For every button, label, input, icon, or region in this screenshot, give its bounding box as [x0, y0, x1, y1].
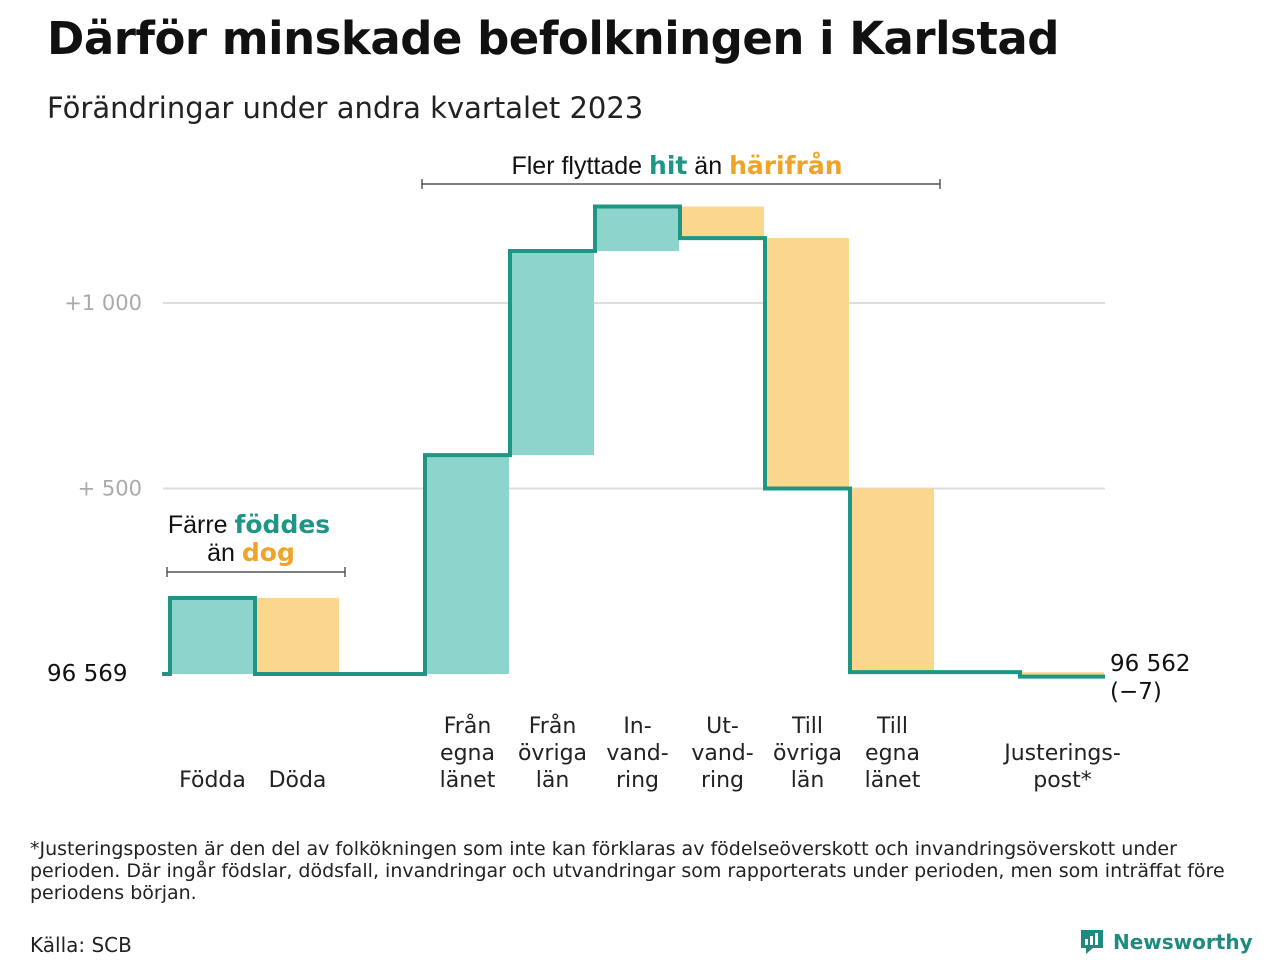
moves-annotation: Fler flyttade hit än härifrån — [421, 151, 941, 189]
start-value-label: 96 569 — [47, 661, 127, 687]
x-category-label: Från — [529, 713, 577, 739]
x-category-label: Till — [791, 714, 823, 739]
bar — [425, 455, 509, 674]
footnote: *Justeringsposten är den del av folkökni… — [30, 838, 1225, 904]
bar — [255, 597, 339, 674]
x-category-label: Justerings- — [1002, 741, 1121, 766]
bar — [680, 206, 764, 239]
bar — [595, 206, 679, 252]
annotation-text: än — [207, 539, 242, 567]
x-category-label: vand- — [691, 741, 753, 766]
waterfall-chart: + 500+1 000 Födda DödaFrånegnalänetFrånöv… — [47, 151, 1190, 793]
x-category-label: vand- — [606, 741, 668, 766]
annotation-text: Fler flyttade — [511, 152, 649, 180]
births-annotation-bracket — [166, 567, 346, 577]
x-category-label: övriga — [773, 741, 842, 766]
y-tick-label: +1 000 — [64, 291, 142, 315]
annotation-away-word: härifrån — [729, 151, 842, 180]
x-category-label: Födda — [179, 768, 246, 793]
x-category-label: länet — [440, 768, 496, 793]
x-category-label: Ut- — [706, 714, 739, 739]
moves-annotation-bracket — [421, 179, 941, 189]
births-annotation-line2: än dog — [207, 538, 295, 567]
brand-logo: Newsworthy — [1079, 928, 1253, 956]
x-category-label: länet — [865, 768, 921, 793]
x-category-label: Från — [444, 713, 492, 739]
source-credit: Källa: SCB — [30, 933, 132, 957]
y-axis-ticks: + 500 +1 000 — [64, 291, 142, 501]
x-category-label: egna — [865, 741, 920, 766]
y-tick-label: + 500 — [78, 477, 142, 501]
x-category-label: Till — [876, 714, 908, 739]
bar — [170, 597, 254, 674]
births-annotation-line1: Färre föddes — [168, 510, 330, 539]
bar — [765, 238, 849, 489]
brand-name: Newsworthy — [1113, 930, 1253, 954]
births-annotation: Färre föddes än dog — [166, 510, 346, 577]
bar — [850, 488, 934, 673]
annotation-away-word: dog — [242, 538, 295, 567]
moves-annotation-text: Fler flyttade hit än härifrån — [511, 151, 842, 180]
bars — [170, 206, 1104, 677]
cumulative-step-line — [162, 204, 1105, 679]
category-labels: Födda DödaFrånegnalänetFrånövrigalänIn-va… — [179, 713, 1121, 793]
newsworthy-logo-icon — [1081, 930, 1103, 954]
x-category-label: övriga — [518, 741, 587, 766]
x-category-label: egna — [440, 741, 495, 766]
bar — [510, 251, 594, 456]
chart-title: Därför minskade befolkningen i Karlstad — [47, 12, 1059, 65]
annotation-hit-word: hit — [649, 151, 687, 180]
end-value-label: 96 562 — [1110, 651, 1190, 677]
x-category-label: ring — [701, 768, 744, 793]
x-category-label: post* — [1033, 768, 1092, 793]
chart-subtitle: Förändringar under andra kvartalet 2023 — [47, 91, 644, 125]
annotation-hit-word: föddes — [235, 510, 331, 539]
bar — [1020, 672, 1104, 677]
x-category-label: län — [791, 768, 825, 793]
x-category-label: In- — [623, 714, 651, 739]
grid-lines — [163, 302, 1105, 490]
x-category-label: ring — [616, 768, 659, 793]
end-change-label: (−7) — [1110, 679, 1162, 705]
annotation-text: än — [687, 152, 729, 180]
annotation-text: Färre — [168, 511, 235, 539]
x-category-label: län — [536, 768, 570, 793]
x-category-label: Döda — [269, 768, 327, 793]
